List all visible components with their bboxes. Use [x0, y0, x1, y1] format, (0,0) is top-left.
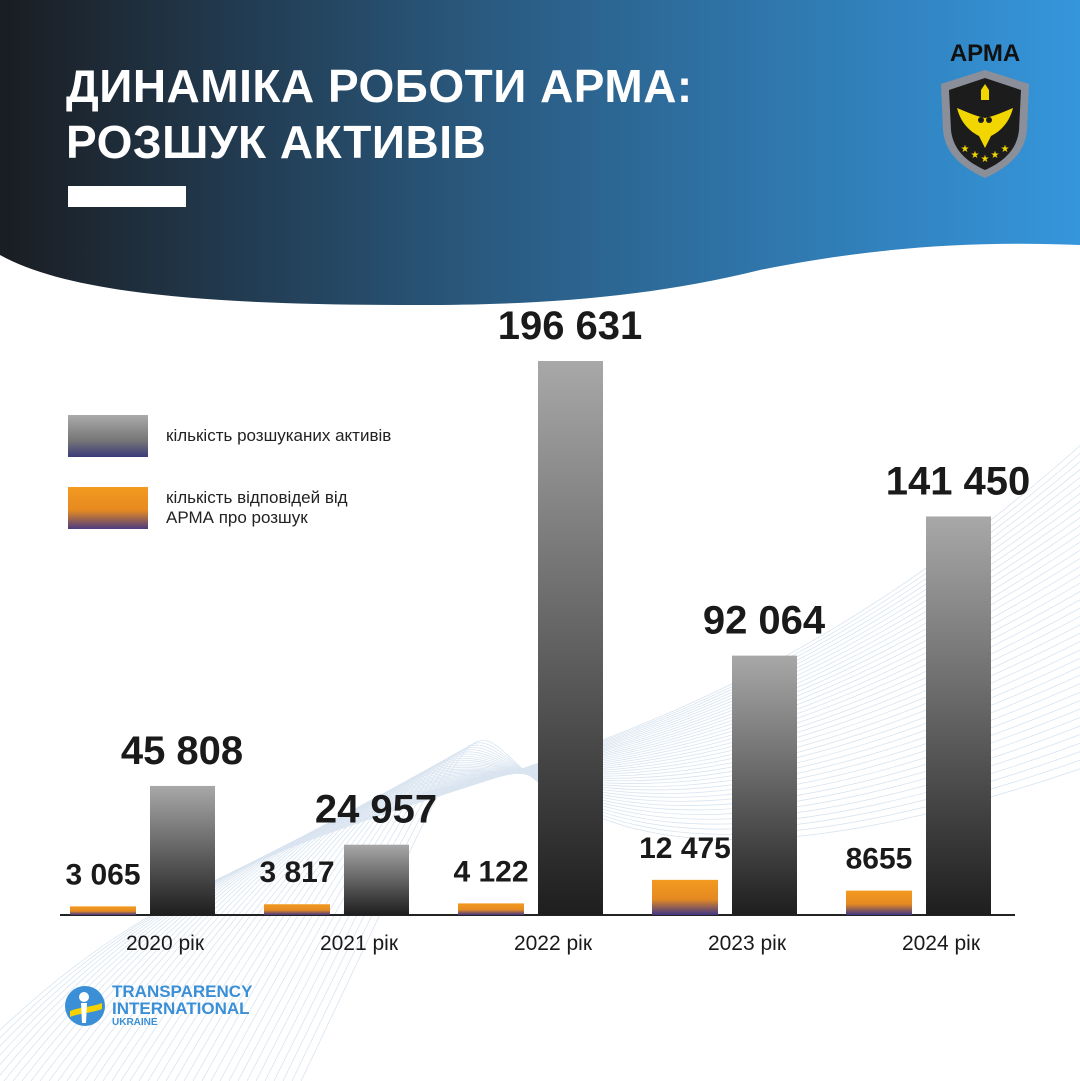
svg-text:★: ★ [971, 150, 980, 161]
arma-logo: АРМА ★ ★ ★ ★ ★ [935, 40, 1035, 185]
legend-item-assets: кількість розшуканих активів [68, 415, 396, 457]
legend-swatch-grey [68, 415, 148, 457]
data-label-assets: 92 064 [703, 599, 826, 643]
svg-text:★: ★ [981, 154, 990, 165]
wave-line [111, 590, 1080, 1081]
ti-name-line1: TRANSPARENCY [112, 982, 253, 1001]
wave-line [147, 624, 1080, 1081]
svg-text:★: ★ [1001, 144, 1010, 155]
wave-line [300, 740, 1080, 1081]
transparency-international-logo: TRANSPARENCY INTERNATIONAL UKRAINE [64, 983, 252, 1029]
svg-text:★: ★ [961, 144, 970, 155]
bar-assets [732, 655, 797, 915]
wave-line [201, 674, 1080, 1081]
data-label-assets: 141 450 [886, 459, 1031, 503]
bar-assets [344, 844, 409, 915]
legend-item-responses: кількість відповідей від АРМА про розшук [68, 487, 396, 529]
data-label-responses: 12 475 [639, 832, 731, 865]
wave-line [75, 557, 1080, 1081]
wave-line [156, 632, 1080, 1081]
bar-responses [846, 890, 912, 915]
bar-responses [652, 879, 718, 915]
data-label-assets: 196 631 [498, 304, 643, 348]
bar-assets [150, 785, 215, 915]
x-tick-label: 2024 рік [902, 932, 981, 955]
title-line-1: ДИНАМІКА РОБОТИ АРМА: [66, 60, 693, 112]
data-label-responses: 3 817 [259, 856, 334, 889]
chart-legend: кількість розшуканих активів кількість в… [68, 415, 396, 559]
wave-line [165, 641, 1080, 1081]
legend-label: кількість розшуканих активів [166, 426, 392, 445]
wave-line [93, 574, 1080, 1081]
shield-owl-icon: ★★ ★ ★★ [941, 70, 1029, 178]
wave-line [282, 744, 1080, 1081]
legend-label: кількість відповідей від АРМА про розшук [166, 488, 348, 527]
ti-name-line3: UKRAINE [112, 1017, 158, 1028]
data-label-responses: 3 065 [65, 858, 140, 891]
data-label-responses: 8655 [846, 843, 913, 876]
ti-name-line2: INTERNATIONAL [112, 999, 250, 1018]
logo-text: АРМА [949, 40, 1021, 67]
bar-assets [926, 516, 991, 915]
x-tick-label: 2021 рік [320, 932, 399, 955]
wave-line [84, 566, 1080, 1081]
bar-responses [70, 906, 136, 915]
title-line-2: РОЗШУК АКТИВІВ [66, 116, 487, 168]
bar-responses [458, 903, 524, 915]
wave-line [138, 615, 1080, 1081]
page-title: ДИНАМІКА РОБОТИ АРМА: РОЗШУК АКТИВІВ [66, 58, 693, 170]
wave-line [120, 599, 1080, 1081]
data-label-assets: 45 808 [121, 729, 243, 773]
bar-responses [264, 904, 330, 915]
svg-text:★: ★ [991, 150, 1000, 161]
x-tick-label: 2022 рік [514, 932, 593, 955]
wave-line [183, 657, 1080, 1081]
wave-line [174, 649, 1080, 1081]
x-tick-label: 2023 рік [708, 932, 787, 955]
data-label-responses: 4 122 [453, 855, 528, 888]
wave-line [192, 666, 1080, 1081]
ti-globe-icon [65, 986, 105, 1026]
data-label-assets: 24 957 [315, 788, 437, 832]
x-tick-label: 2020 рік [126, 932, 205, 955]
wave-line [102, 582, 1080, 1081]
wave-line [129, 607, 1080, 1081]
title-underline [68, 186, 186, 207]
bar-assets [538, 361, 603, 915]
legend-swatch-orange [68, 487, 148, 529]
wave-line [291, 742, 1080, 1081]
wave-line [210, 683, 1080, 1081]
header-banner [0, 0, 1080, 305]
